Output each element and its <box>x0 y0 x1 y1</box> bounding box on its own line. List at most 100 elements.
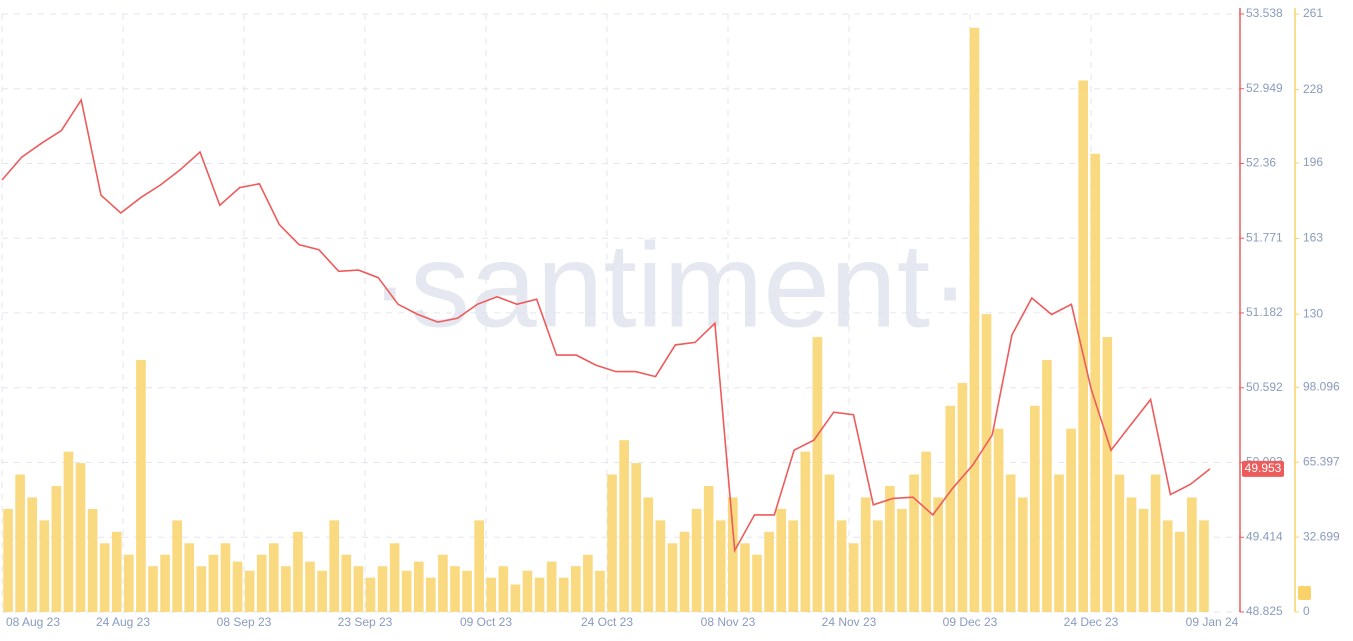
bar <box>1066 428 1076 612</box>
bar <box>87 508 98 612</box>
bar <box>63 451 74 612</box>
bar <box>27 497 38 612</box>
bar <box>1199 520 1209 612</box>
bar <box>389 543 400 612</box>
bar <box>860 497 871 612</box>
bar <box>353 566 364 612</box>
watermark: ·santiment· <box>370 219 970 353</box>
bar <box>679 531 690 612</box>
bar <box>244 570 255 612</box>
bar <box>450 566 460 612</box>
bar <box>824 474 835 612</box>
x-tick-label: 24 Oct 23 <box>581 615 633 629</box>
bar <box>522 570 533 612</box>
bar <box>124 554 134 612</box>
bar <box>836 520 847 612</box>
y2-tick-label: 0 <box>1303 604 1310 618</box>
bar <box>957 382 968 612</box>
y2-tick-label: 98.096 <box>1303 379 1340 393</box>
bar <box>413 561 424 612</box>
bar <box>788 520 799 612</box>
x-tick-label: 09 Jan 24 <box>1186 615 1239 629</box>
bar <box>281 566 291 612</box>
x-tick-label: 24 Nov 23 <box>822 615 877 629</box>
bar <box>1017 497 1028 612</box>
bar <box>1150 474 1161 612</box>
bar <box>3 508 13 612</box>
x-tick-label: 09 Dec 23 <box>943 615 998 629</box>
bar <box>208 554 219 612</box>
bar <box>872 520 883 612</box>
y2-tick-label: 130 <box>1303 306 1323 320</box>
y-tick-label: 51.182 <box>1246 305 1283 319</box>
y-tick-label: 52.36 <box>1246 156 1276 170</box>
bar <box>341 554 352 612</box>
x-tick-label: 24 Dec 23 <box>1064 615 1119 629</box>
bar <box>546 561 557 612</box>
bar <box>329 520 340 612</box>
bar <box>1102 337 1113 612</box>
bar <box>921 451 931 612</box>
x-tick-label: 24 Aug 23 <box>96 615 150 629</box>
bar <box>148 566 158 612</box>
y-tick-label: 49.414 <box>1246 529 1283 543</box>
bar <box>643 497 654 612</box>
bar <box>885 485 895 612</box>
y2-tick-label: 163 <box>1303 231 1323 245</box>
bar <box>1138 508 1149 612</box>
bar <box>631 463 642 612</box>
bar <box>51 485 62 612</box>
bar <box>1030 405 1040 612</box>
bar <box>293 531 303 612</box>
bar <box>196 566 207 612</box>
bar <box>474 520 484 612</box>
bar <box>969 27 980 612</box>
bar <box>1005 474 1016 612</box>
x-tick-label: 23 Sep 23 <box>338 615 393 629</box>
bar <box>75 463 86 612</box>
bar <box>401 570 412 612</box>
bar <box>111 531 122 612</box>
bar <box>438 554 448 612</box>
bar <box>426 577 436 612</box>
bar <box>39 520 50 612</box>
bar <box>945 405 956 612</box>
bar <box>619 440 629 612</box>
bar <box>1078 80 1088 612</box>
y-tick-label: 53.538 <box>1246 6 1283 20</box>
bar <box>1162 520 1173 612</box>
bar <box>703 485 714 612</box>
bar <box>570 566 581 612</box>
bar <box>136 359 146 612</box>
bar <box>184 543 195 612</box>
bar <box>317 570 327 612</box>
bar <box>583 554 593 612</box>
bar <box>510 584 521 612</box>
bar <box>715 520 726 612</box>
bar <box>1042 359 1052 612</box>
y2-tick-label: 261 <box>1303 6 1323 20</box>
bar <box>1090 153 1101 612</box>
bar <box>220 543 231 612</box>
y-tick-label: 51.771 <box>1246 230 1283 244</box>
bar <box>691 508 702 612</box>
bar <box>812 337 823 612</box>
bar <box>365 577 376 612</box>
bar <box>462 570 472 612</box>
bar <box>377 566 388 612</box>
bar <box>256 554 267 612</box>
coin-icon <box>1298 586 1311 600</box>
bar <box>99 543 110 612</box>
bar <box>595 570 605 612</box>
price-line <box>1 97 1211 554</box>
bar <box>1054 474 1064 612</box>
bar <box>305 561 315 612</box>
bar <box>655 520 666 612</box>
bar <box>1126 497 1137 612</box>
bar <box>800 451 811 612</box>
bar <box>498 566 509 612</box>
current-value-badge <box>1242 460 1284 477</box>
bar <box>764 531 774 612</box>
